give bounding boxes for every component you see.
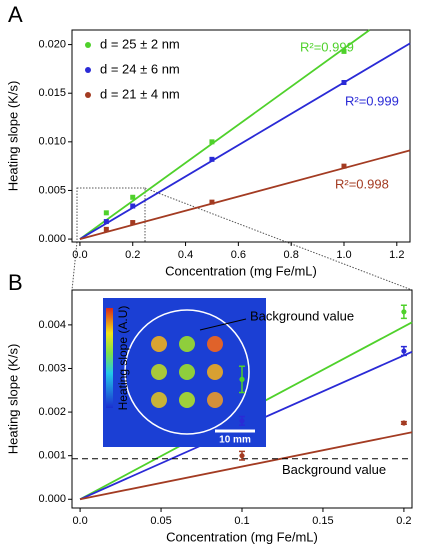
x-tick-label: 0.0 — [72, 249, 87, 261]
y-tick-label: 0.001 — [38, 450, 66, 462]
legend-label: d = 21 ± 4 nm — [100, 86, 180, 101]
sample-holder — [124, 309, 250, 435]
wells — [151, 336, 223, 408]
point — [209, 139, 215, 145]
x-tick-label: 0.05 — [150, 515, 171, 527]
scale-label: 10 mm — [219, 435, 251, 446]
fit-line — [79, 431, 413, 501]
y-tick-label: 0.003 — [38, 362, 66, 374]
annotation-arrow — [199, 318, 247, 331]
point — [103, 210, 109, 216]
y-tick-label: 0.000 — [38, 493, 66, 505]
point — [239, 418, 245, 424]
point — [209, 199, 215, 205]
point — [103, 226, 109, 232]
panel-label: B — [8, 270, 23, 295]
fit-label: R²=0.998 — [335, 176, 389, 191]
point — [209, 156, 215, 162]
y-axis-label: Heating slope (K/s) — [5, 344, 20, 455]
legend-marker — [85, 92, 91, 98]
colorbar — [106, 308, 113, 408]
point — [239, 453, 245, 459]
colorbar-label: Heating slope (A.U) — [116, 306, 130, 411]
legend-marker — [85, 67, 91, 73]
x-tick-label: 0.8 — [284, 249, 299, 261]
y-axis-label: Heating slope (K/s) — [5, 81, 20, 192]
point — [239, 376, 245, 382]
legend-label: d = 25 ± 2 nm — [100, 36, 180, 51]
x-tick-label: 0.1 — [234, 515, 249, 527]
x-tick-label: 0.2 — [396, 515, 411, 527]
fit-label: R²=0.999 — [345, 93, 399, 108]
y-tick-label: 0.010 — [38, 136, 66, 148]
y-tick-label: 0.015 — [38, 87, 66, 99]
point — [341, 80, 347, 86]
fit-label: R²=0.999 — [300, 39, 354, 54]
point — [130, 220, 136, 226]
x-axis-label: Concentration (mg Fe/mL) — [165, 263, 317, 278]
y-tick-label: 0.020 — [38, 38, 66, 50]
x-tick-label: 0.15 — [312, 515, 333, 527]
x-tick-label: 0.2 — [125, 249, 140, 261]
plot-frame — [71, 29, 411, 243]
zoom-guide — [144, 187, 413, 291]
legend-label: d = 24 ± 6 nm — [100, 61, 180, 76]
annotation: Background value — [250, 308, 354, 323]
zoom-guide — [71, 241, 78, 291]
panel-label: A — [8, 2, 23, 27]
fit-line — [79, 29, 371, 240]
x-axis-label: Concentration (mg Fe/mL) — [166, 529, 318, 544]
x-tick-label: 0.4 — [178, 249, 193, 261]
y-tick-label: 0.000 — [38, 233, 66, 245]
fit-line — [79, 149, 411, 240]
point — [341, 163, 347, 169]
point — [103, 219, 109, 225]
point — [401, 348, 407, 354]
point — [130, 203, 136, 209]
y-tick-label: 0.004 — [38, 319, 66, 331]
point — [401, 420, 407, 426]
inset-image — [103, 298, 266, 447]
point — [341, 48, 347, 54]
x-tick-label: 1.0 — [336, 249, 351, 261]
point — [401, 309, 407, 315]
reference-label: Background value — [282, 462, 386, 477]
legend-marker — [85, 42, 91, 48]
x-tick-label: 0.6 — [231, 249, 246, 261]
y-tick-label: 0.002 — [38, 406, 66, 418]
y-tick-label: 0.005 — [38, 184, 66, 196]
x-tick-label: 0.0 — [72, 515, 87, 527]
x-tick-label: 1.2 — [389, 249, 404, 261]
point — [130, 194, 136, 200]
